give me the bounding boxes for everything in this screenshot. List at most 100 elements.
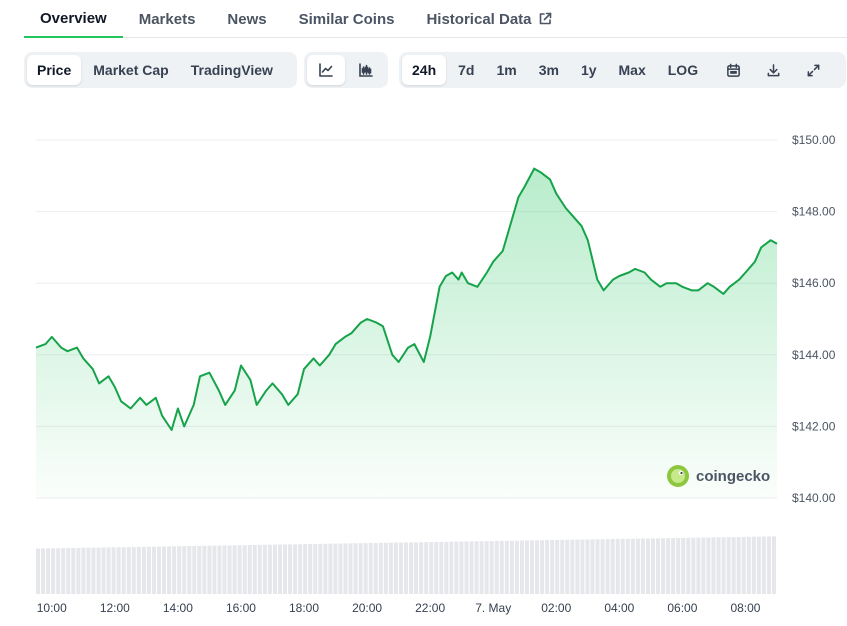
range-1y-button[interactable]: 1y [580, 62, 597, 78]
volume-bar [570, 539, 575, 594]
download-button[interactable] [754, 55, 792, 85]
fullscreen-icon [806, 63, 821, 78]
volume-bar [227, 545, 232, 594]
tab-news[interactable]: News [211, 0, 282, 38]
volume-bar [378, 542, 383, 594]
watermark-text: coingecko [696, 468, 770, 485]
volume-bar [212, 545, 217, 594]
volume-bar [620, 538, 625, 594]
volume-bar [771, 536, 776, 594]
fullscreen-button[interactable] [794, 55, 832, 85]
date-picker-button[interactable] [714, 55, 752, 85]
price-button[interactable]: Price [27, 55, 82, 85]
volume-bar [509, 540, 514, 594]
volume-bar [338, 543, 343, 594]
range-max-button[interactable]: Max [618, 62, 646, 78]
volume-bar [217, 545, 222, 594]
range-24h-button[interactable]: 24h [402, 55, 447, 85]
log-scale-button[interactable]: LOG [667, 62, 699, 78]
y-tick-label: $142.00 [792, 419, 836, 433]
volume-bar [469, 541, 474, 594]
tab-markets-label: Markets [138, 10, 196, 28]
tab-similar-coins[interactable]: Similar Coins [283, 0, 411, 38]
volume-bar [686, 537, 691, 594]
volume-bars [36, 536, 776, 594]
volume-bar [701, 537, 706, 594]
range-1m-button[interactable]: 1m [496, 62, 517, 78]
y-tick-label: $148.00 [792, 205, 836, 219]
tab-historical-data-label: Historical Data [426, 10, 532, 28]
volume-bar [494, 540, 499, 594]
volume-bar [288, 544, 293, 594]
volume-bar [464, 541, 469, 594]
volume-bar [429, 542, 434, 594]
volume-bar [419, 542, 424, 594]
volume-bar [560, 539, 565, 594]
x-tick-label: 18:00 [289, 601, 319, 615]
volume-bar [454, 541, 459, 594]
x-tick-label: 12:00 [100, 601, 130, 615]
volume-bar [373, 542, 378, 594]
volume-bar [595, 539, 600, 594]
coingecko-watermark: coingecko [667, 465, 770, 487]
volume-bar [696, 537, 701, 594]
metric-toggle-group: Price Market Cap TradingView [24, 52, 297, 88]
volume-bar [746, 536, 751, 594]
volume-bar [207, 545, 212, 594]
volume-bar [555, 539, 560, 594]
volume-bar [519, 540, 524, 594]
y-tick-label: $140.00 [792, 491, 836, 505]
range-3m-button[interactable]: 3m [538, 62, 559, 78]
y-tick-label: $150.00 [792, 133, 836, 147]
download-icon [766, 63, 781, 78]
volume-bar [267, 544, 272, 594]
volume-bar [298, 544, 303, 594]
volume-bar [252, 544, 257, 594]
market-cap-button[interactable]: Market Cap [93, 62, 169, 78]
candlestick-chart-button[interactable] [347, 55, 385, 85]
volume-bar [424, 542, 429, 594]
line-chart-button[interactable] [307, 55, 345, 85]
volume-bar [489, 541, 494, 594]
tab-overview[interactable]: Overview [24, 0, 123, 38]
volume-bar [409, 542, 414, 594]
volume-bar [731, 537, 736, 594]
volume-bar [640, 538, 645, 594]
volume-bar [222, 545, 227, 594]
volume-bar [484, 541, 489, 594]
price-line [35, 167, 778, 431]
tab-historical-data[interactable]: Historical Data [410, 0, 567, 38]
volume-bar [671, 538, 676, 594]
volume-bar [504, 540, 509, 594]
volume-bar [348, 543, 353, 594]
volume-bar [575, 539, 580, 594]
range-7d-button[interactable]: 7d [458, 62, 475, 78]
volume-bar [76, 547, 81, 594]
x-tick-label: 04:00 [604, 601, 634, 615]
tab-bar: Overview Markets News Similar Coins Hist… [24, 0, 847, 38]
volume-bar [650, 538, 656, 594]
volume-bar [131, 546, 136, 594]
volume-bar [756, 536, 761, 594]
tradingview-button[interactable]: TradingView [190, 62, 273, 78]
volume-bar [530, 540, 535, 594]
volume-bar [615, 538, 620, 594]
volume-bar [434, 541, 439, 594]
volume-bar [182, 546, 187, 594]
x-tick-label: 10:00 [37, 601, 67, 615]
volume-bar [540, 540, 545, 594]
volume-bar [156, 546, 162, 594]
volume-bar [398, 542, 403, 594]
volume-bar [51, 548, 56, 594]
volume-bar [383, 542, 388, 594]
volume-bar [116, 547, 121, 594]
chart-type-group [304, 52, 388, 88]
chart-toolbar: Price Market Cap TradingView 24h 7d 1m 3… [24, 52, 847, 88]
x-tick-label: 06:00 [667, 601, 697, 615]
tab-markets[interactable]: Markets [123, 0, 212, 38]
volume-bar [676, 537, 681, 594]
volume-bar [449, 541, 454, 594]
volume-bar [474, 541, 479, 594]
volume-bar [283, 544, 288, 594]
